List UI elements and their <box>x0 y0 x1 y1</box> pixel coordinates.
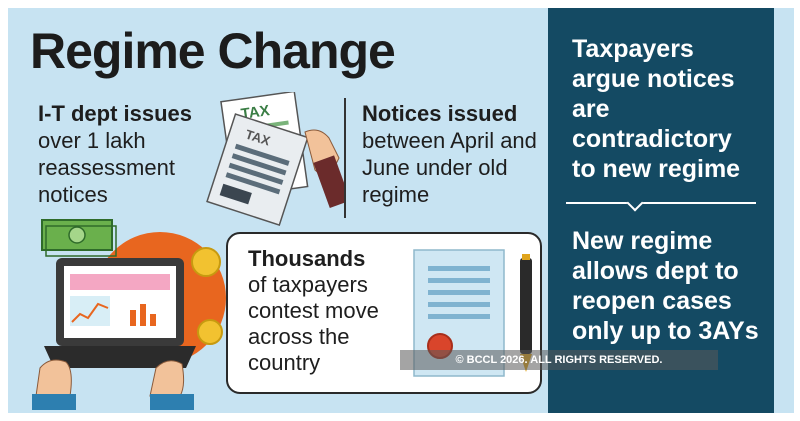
issue-block: I-T dept issues over 1 lakh reassessment… <box>38 100 238 208</box>
page-title: Regime Change <box>30 23 396 79</box>
sidebar-point-2: New regime allows dept to reopen cases o… <box>572 227 759 345</box>
copyright-watermark: © BCCL 2026. ALL RIGHTS RESERVED. <box>400 350 718 370</box>
notices-lead: Notices issued <box>362 101 518 126</box>
notices-block: Notices issued between April and June un… <box>362 100 542 208</box>
issue-lead: I-T dept issues <box>38 101 193 126</box>
laptop-illustration <box>32 219 226 410</box>
notices-body: between April and June under old regime <box>362 128 537 207</box>
coin-icon <box>191 247 221 277</box>
column-divider <box>344 98 346 218</box>
contest-lead: Thousands <box>248 246 366 271</box>
tax-documents-illustration: TAX TAX <box>206 92 345 226</box>
cash-icon <box>41 219 117 257</box>
sidebar-point-1: Taxpayers argue notices are contradictor… <box>572 35 741 183</box>
sidebar-panel <box>548 8 774 413</box>
contest-body: of taxpayers contest move across the cou… <box>248 272 379 375</box>
sidebar-divider <box>566 202 756 204</box>
tax-label-front: TAX <box>244 127 273 149</box>
issue-body: over 1 lakh reassessment notices <box>38 128 175 207</box>
right-edge-stripe <box>774 8 794 413</box>
coin-icon <box>197 319 223 345</box>
contest-block: Thousands of taxpayers contest move acro… <box>248 246 418 376</box>
